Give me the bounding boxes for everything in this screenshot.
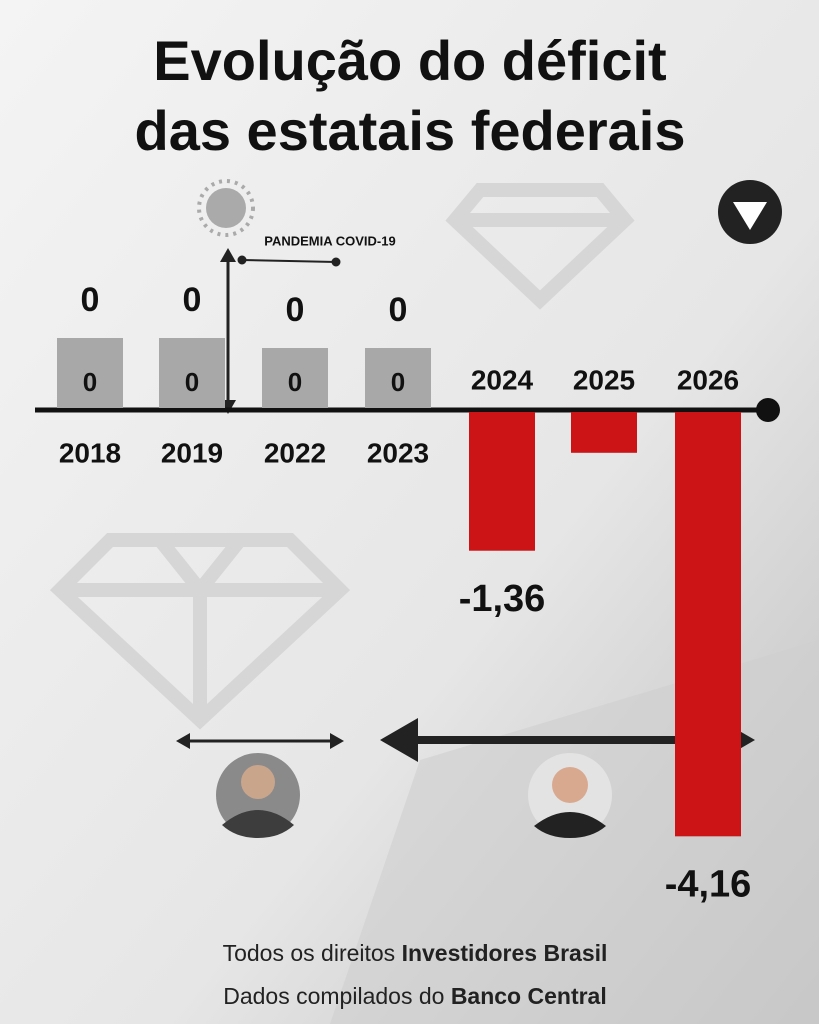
bar <box>469 412 535 551</box>
axis-end <box>756 398 780 422</box>
covid-marker <box>220 248 341 414</box>
footer-text: Todos os direitos <box>223 940 402 966</box>
footer-line: Dados compilados do Banco Central <box>223 983 607 1009</box>
value-label: 0 <box>288 367 302 397</box>
value-label: 0 <box>389 291 408 329</box>
x-tick-label: 2024 <box>471 364 534 395</box>
value-label: 0 <box>183 281 202 319</box>
x-tick-label: 2025 <box>573 364 635 395</box>
portrait <box>528 753 612 838</box>
value-label: 0 <box>185 367 199 397</box>
logo <box>718 180 782 244</box>
x-tick-label: 2026 <box>677 364 739 395</box>
footer-text: Dados compilados do <box>223 983 451 1009</box>
portrait <box>216 753 300 838</box>
value-label: -4,16 <box>665 863 752 905</box>
x-tick-label: 2022 <box>264 437 326 468</box>
value-label: 0 <box>83 367 97 397</box>
diamond-decoration <box>49 183 635 730</box>
zero-box <box>262 348 328 408</box>
virus-icon <box>197 179 255 237</box>
zero-box <box>365 348 431 408</box>
zero-box <box>159 338 225 408</box>
x-tick-label: 2019 <box>161 437 223 468</box>
value-label: 0 <box>391 367 405 397</box>
x-tick-label: 2023 <box>367 437 429 468</box>
value-label: -1,36 <box>459 578 546 620</box>
chart-subtitle: das estatais federais <box>135 99 686 162</box>
footer-text: Investidores Brasil <box>402 940 608 966</box>
footer-line: Todos os direitos Investidores Brasil <box>223 940 608 966</box>
footer-text: Banco Central <box>451 983 607 1009</box>
bar <box>675 412 741 837</box>
value-label: 0 <box>286 291 305 329</box>
x-tick-label: 2018 <box>59 437 121 468</box>
zero-box <box>57 338 123 408</box>
annotation: PANDEMIA COVID-19 <box>264 233 395 248</box>
value-label: 0 <box>81 281 100 319</box>
chart-title: Evolução do déficit <box>153 29 666 92</box>
bar <box>571 412 637 453</box>
